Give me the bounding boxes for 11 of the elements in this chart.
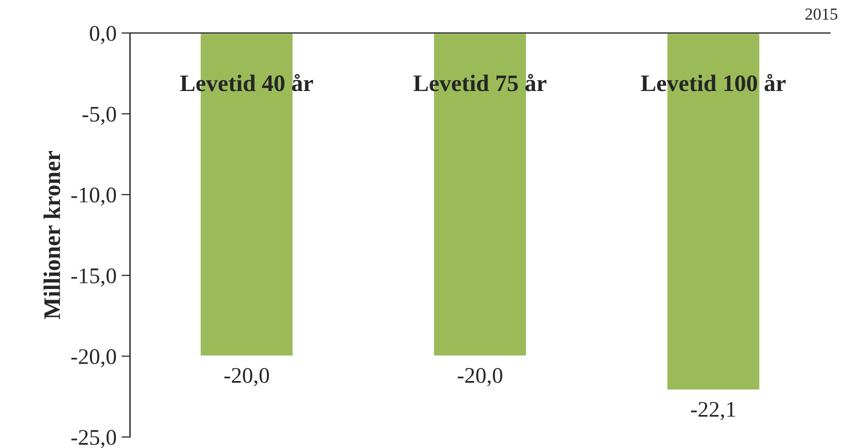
text: 2015 [805,8,838,20]
data-label: -22,1 [691,402,736,420]
y-tick-label: -25,0 [71,430,116,448]
data-label: -20,0 [224,368,269,386]
y-tick-label: 0,0 [90,26,116,44]
y-tick-label: -15,0 [71,268,116,287]
data-label: -20,0 [458,368,502,386]
y-tick-label: -10,0 [71,188,116,206]
y-tick-label: -5,0 [82,106,116,125]
y-tick-label: -20,0 [71,349,116,368]
y-axis-title: Millioner kroner [44,151,60,320]
